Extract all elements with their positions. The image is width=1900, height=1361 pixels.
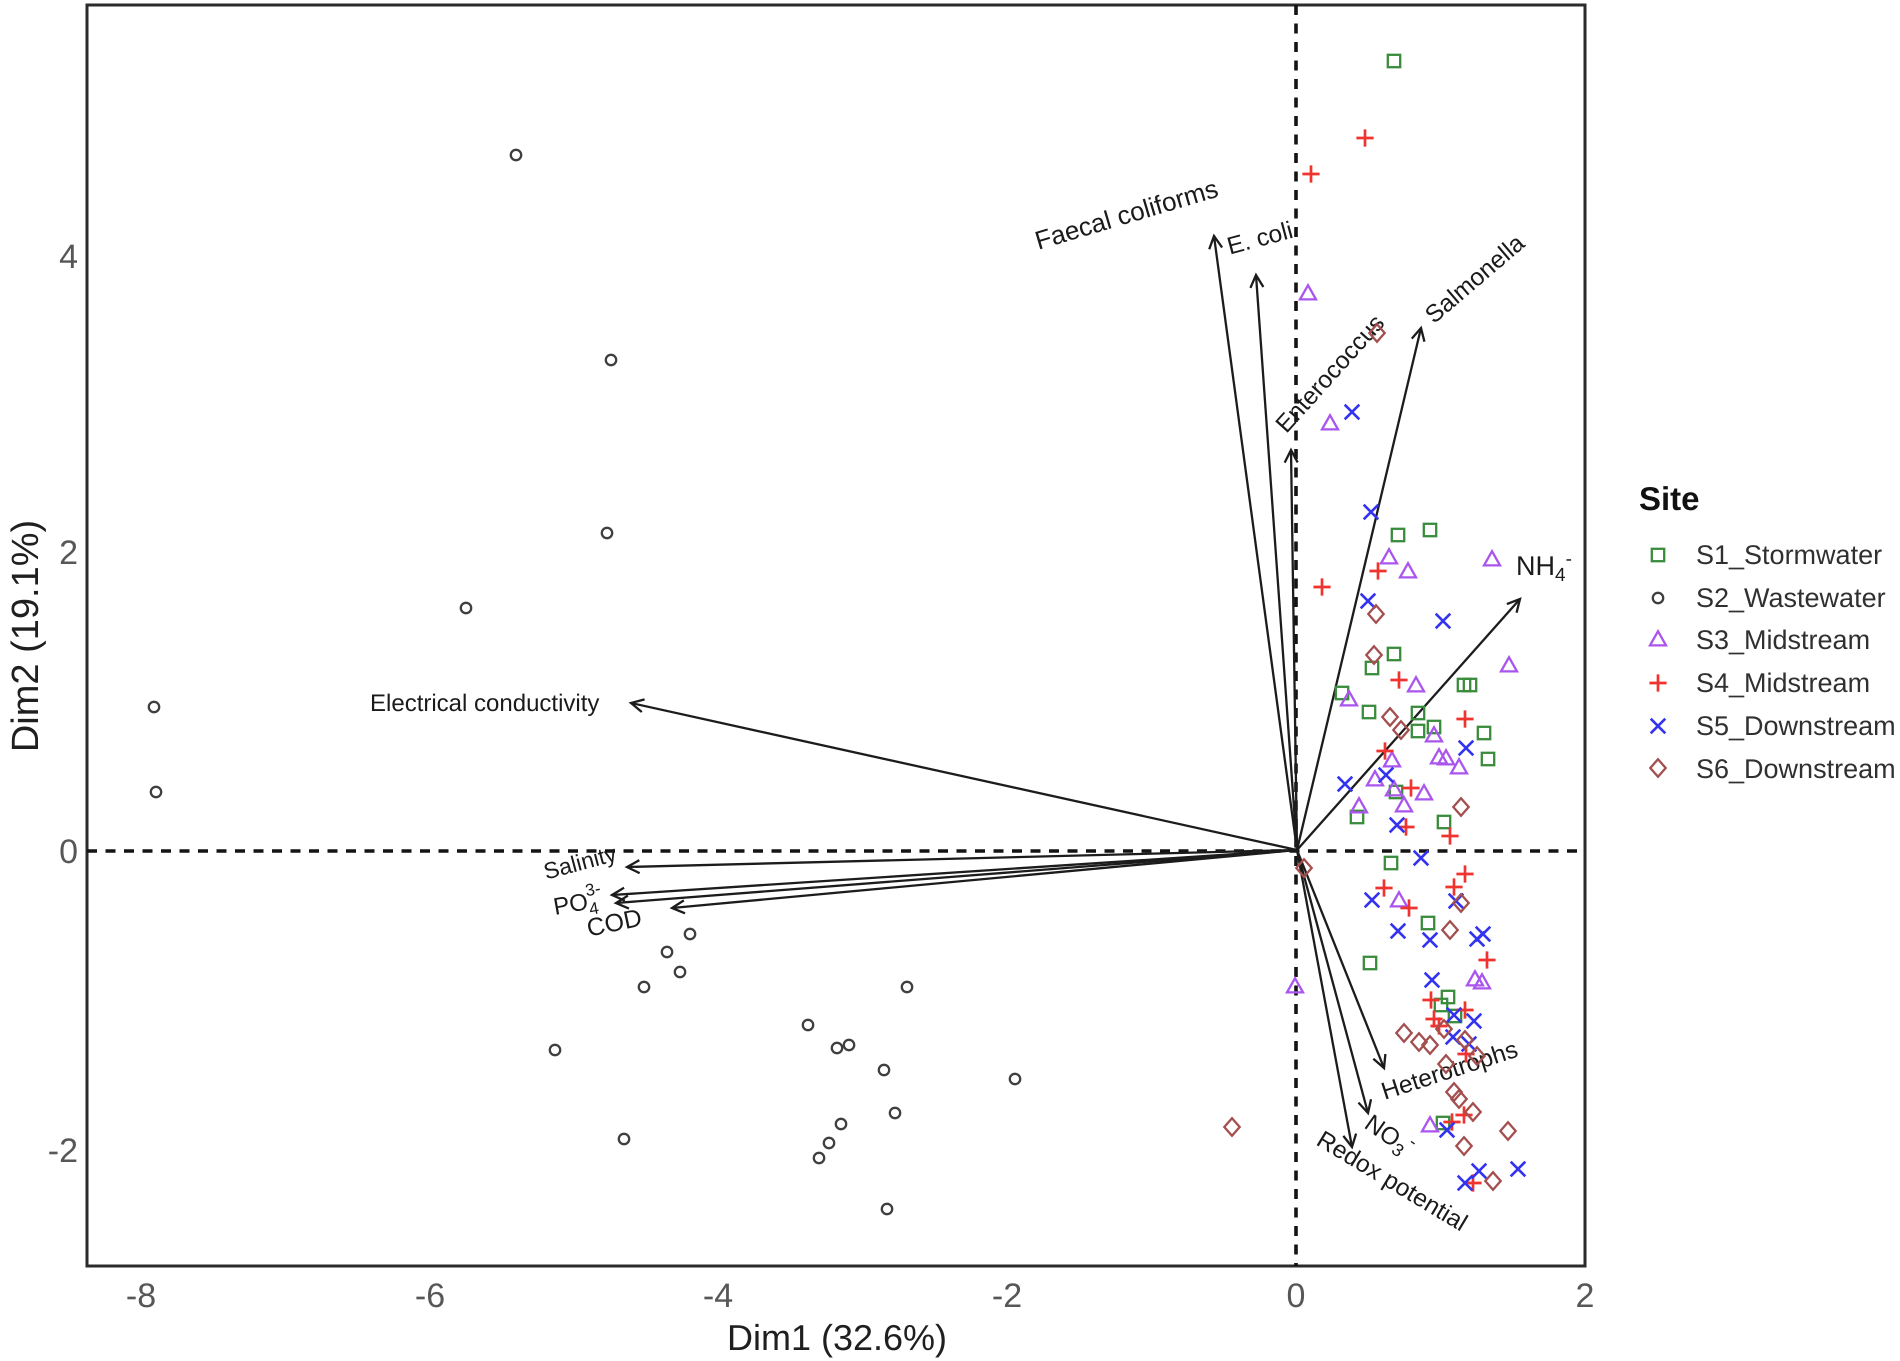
svg-text:S5_Downstream: S5_Downstream (1696, 711, 1896, 741)
svg-text:2: 2 (1576, 1277, 1595, 1315)
svg-text:-8: -8 (126, 1277, 156, 1315)
svg-text:-4: -4 (703, 1277, 733, 1315)
svg-text:4: 4 (59, 238, 78, 276)
svg-text:-2: -2 (48, 1132, 78, 1170)
svg-text:0: 0 (59, 833, 78, 871)
svg-text:-6: -6 (415, 1277, 445, 1315)
svg-text:Dim1 (32.6%): Dim1 (32.6%) (727, 1317, 947, 1358)
svg-text:S4_Midstream: S4_Midstream (1696, 668, 1870, 698)
svg-text:S2_Wastewater: S2_Wastewater (1696, 583, 1886, 613)
svg-text:2: 2 (59, 534, 78, 572)
svg-text:S3_Midstream: S3_Midstream (1696, 625, 1870, 655)
svg-text:-2: -2 (992, 1277, 1022, 1315)
svg-text:Electrical conductivity: Electrical conductivity (370, 690, 599, 717)
svg-text:Dim2 (19.1%): Dim2 (19.1%) (5, 520, 47, 752)
svg-text:S6_Downstream: S6_Downstream (1696, 754, 1896, 784)
svg-text:S1_Stormwater: S1_Stormwater (1696, 540, 1882, 570)
svg-text:Site: Site (1639, 480, 1700, 517)
svg-text:0: 0 (1287, 1277, 1306, 1315)
